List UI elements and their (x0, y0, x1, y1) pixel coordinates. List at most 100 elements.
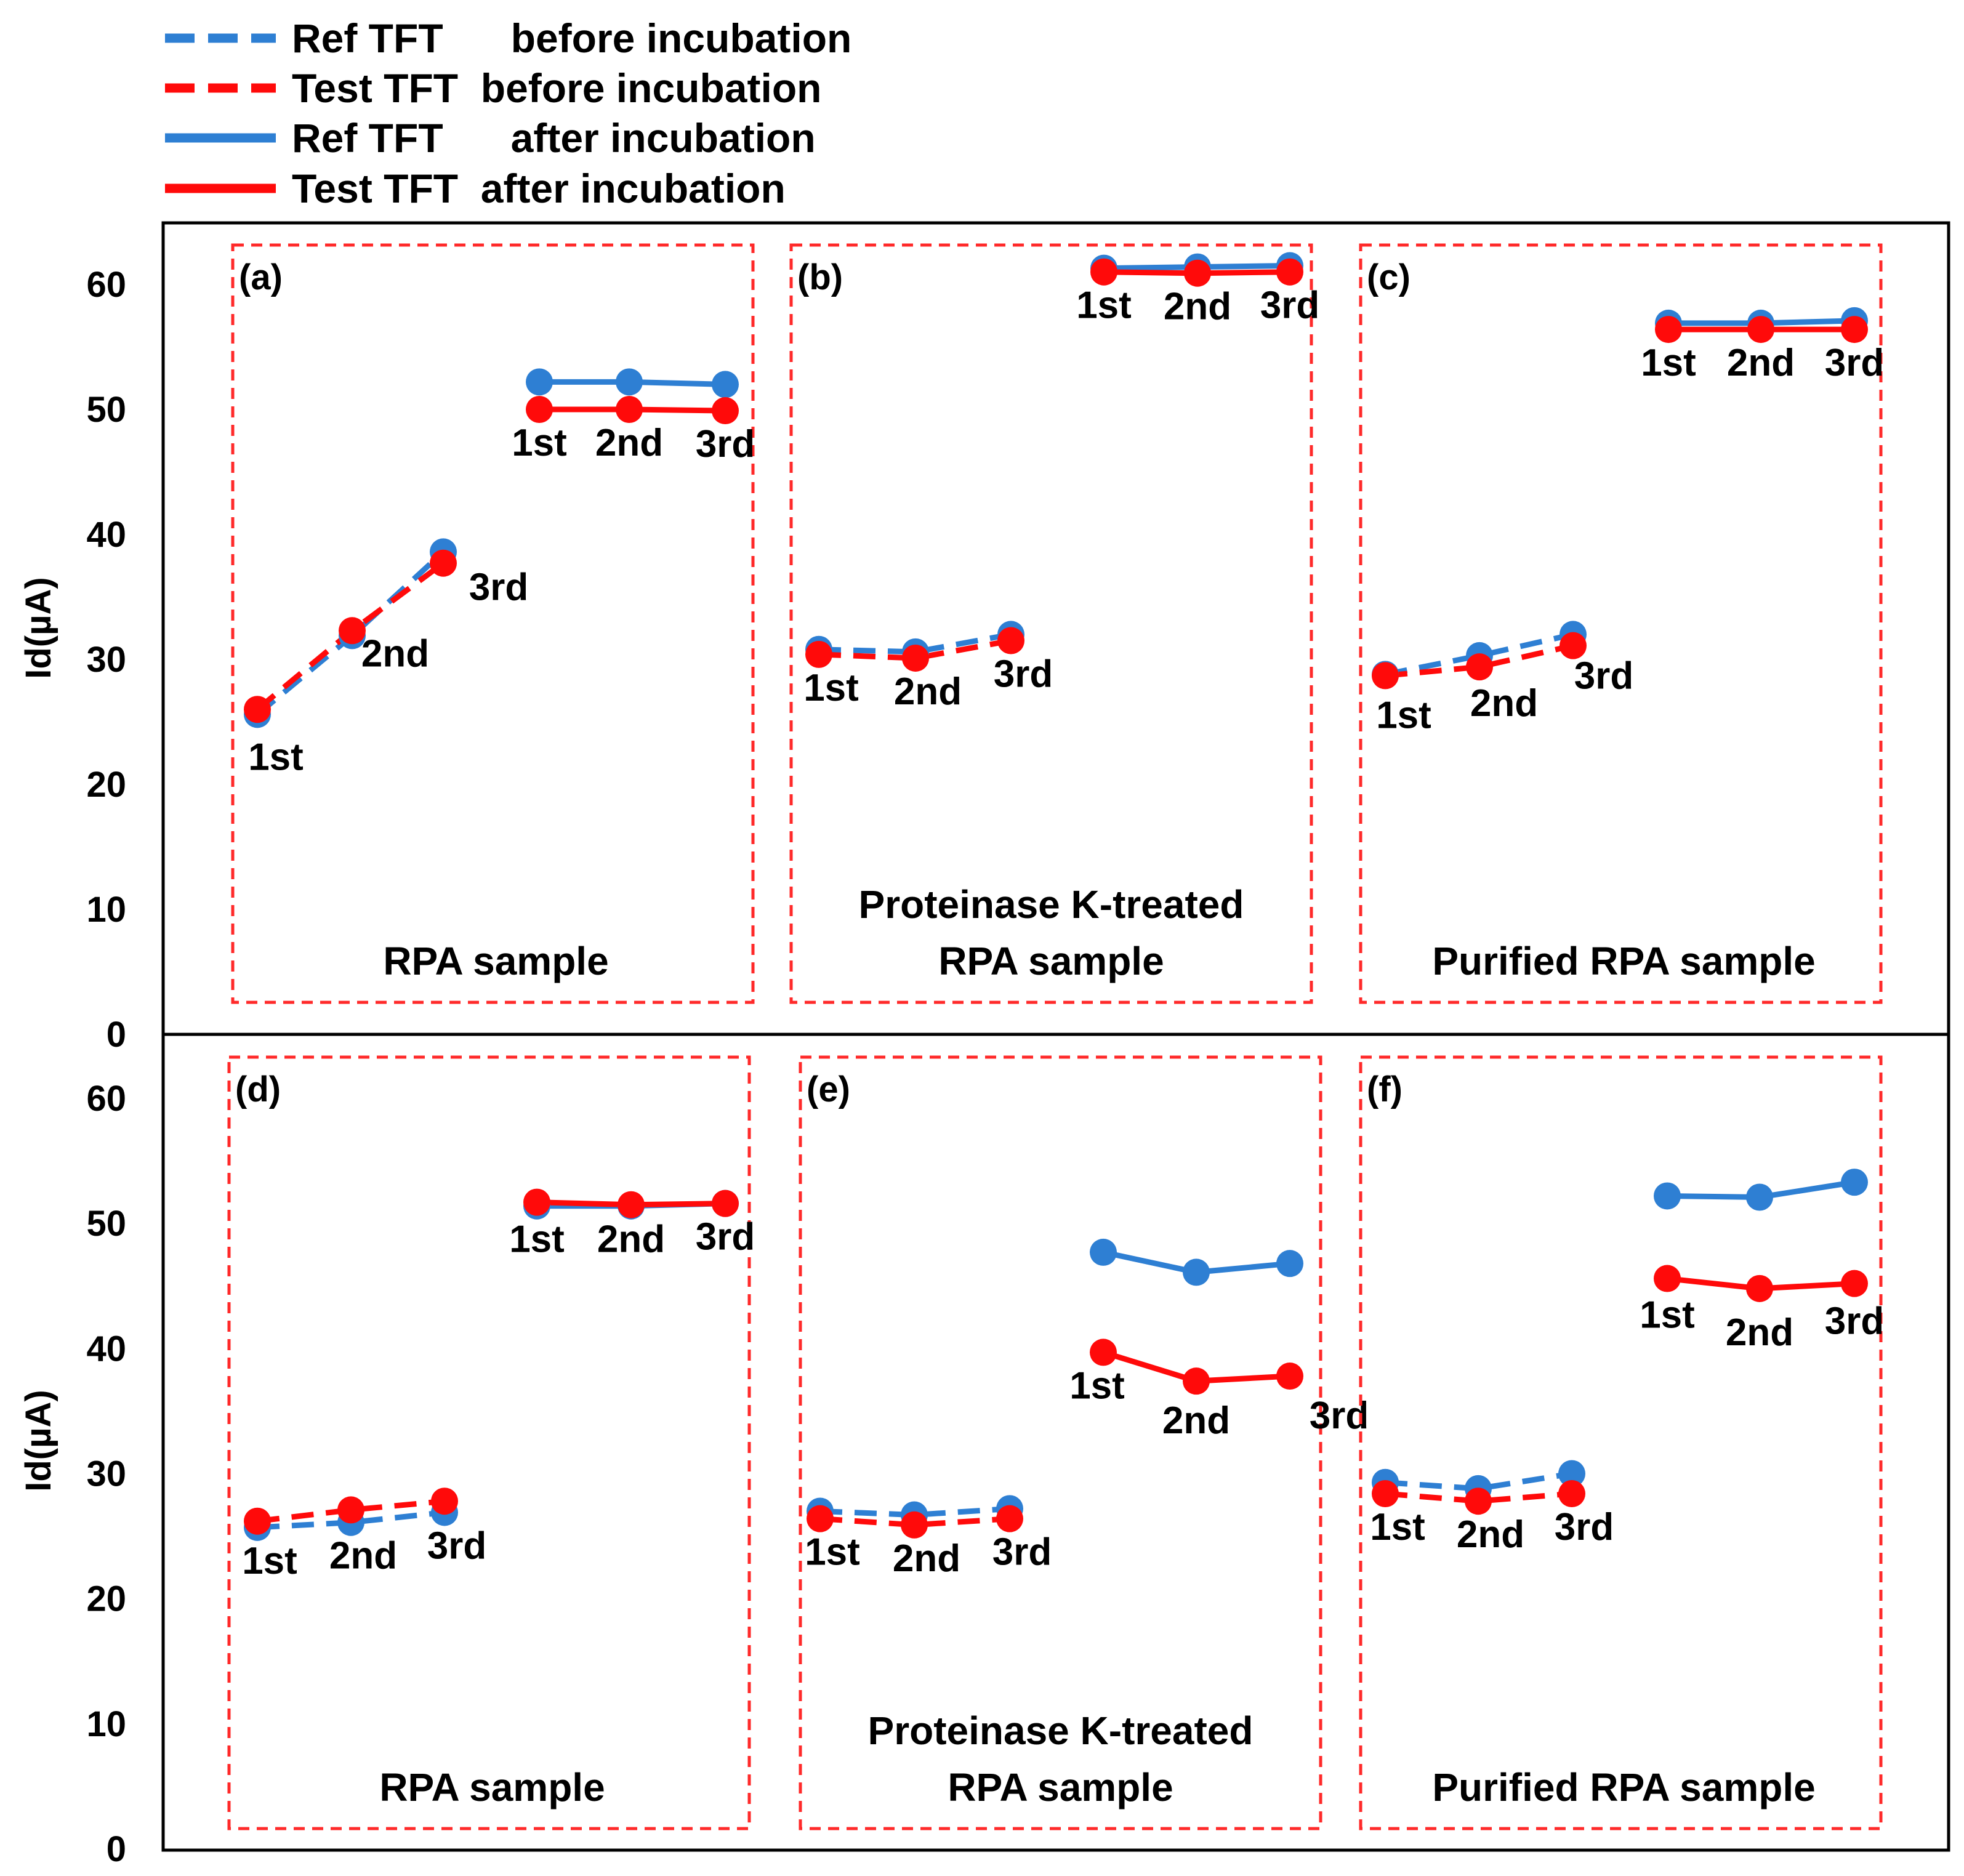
test-before-point (244, 1507, 271, 1535)
point-label: 3rd (1574, 655, 1633, 698)
y-tick-label: 0 (107, 1015, 126, 1055)
ref-after-point (1090, 1238, 1117, 1266)
test-after-point (526, 396, 553, 423)
point-label: 1st (1076, 284, 1132, 327)
panel-tag: (f) (1367, 1069, 1403, 1109)
panel: (c) Purified RPA sample 1st 2nd 3rd 1st 2nd 3rd (1359, 243, 1884, 1004)
panel-border (231, 243, 755, 1004)
panel: (e) Proteinase K-treated RPA sample 1st 2nd 3… (799, 1055, 1369, 1830)
y-axis-label: Id(µA) (18, 1390, 58, 1491)
y-axis-label: Id(µA) (18, 577, 58, 678)
point-label: 1st (248, 736, 304, 778)
test-before-point (1465, 1488, 1492, 1515)
ref-after-point (1276, 1250, 1303, 1278)
point-label: 2nd (1457, 1513, 1524, 1556)
point-label: 2nd (1470, 682, 1538, 725)
point-label: 3rd (1310, 1395, 1369, 1437)
point-label: 2nd (329, 1535, 397, 1577)
panel: (d) RPA sample 1st 2nd 3rd 1st 2nd 3rd (227, 1055, 755, 1830)
legend-label: Ref TFT after incubation (292, 115, 816, 161)
point-label: 2nd (1162, 1399, 1230, 1442)
point-label: 3rd (1555, 1506, 1614, 1548)
test-after-point (1183, 1367, 1210, 1395)
test-after-point (1276, 258, 1303, 286)
legend-label: Test TFT after incubation (292, 166, 786, 211)
test-after-point (618, 1191, 645, 1218)
point-label: 3rd (1825, 1300, 1884, 1343)
point-label: 1st (1376, 694, 1431, 736)
test-before-point (1466, 653, 1493, 681)
panel-caption: RPA sample (948, 1765, 1173, 1810)
panel-caption: RPA sample (383, 939, 608, 983)
point-label: 2nd (597, 1218, 665, 1261)
panel-caption: Proteinase K-treated (859, 882, 1244, 927)
panel-caption: Purified RPA sample (1432, 1765, 1815, 1810)
panel-tag: (a) (239, 257, 283, 297)
test-before-point (902, 644, 929, 672)
y-tick-label: 30 (86, 640, 126, 680)
y-tick-label: 10 (86, 890, 126, 930)
ref-before-line (257, 1510, 445, 1531)
test-before-point (1372, 1480, 1399, 1508)
ref-after-point (526, 368, 553, 396)
y-tick-label: 30 (86, 1454, 126, 1494)
test-after-point (1841, 1270, 1868, 1297)
point-label: 3rd (1825, 342, 1884, 384)
test-before-point (430, 549, 457, 577)
legend-item: Ref TFT before incubation (165, 15, 851, 61)
panel-tag: (d) (235, 1069, 281, 1109)
point-label: 1st (1640, 1294, 1695, 1337)
test-after-point (523, 1188, 550, 1216)
ref-after-point (1183, 1258, 1210, 1286)
ref-before-line (1385, 632, 1574, 677)
test-before-point (805, 640, 832, 668)
test-after-point (1746, 1274, 1773, 1302)
panel-tag: (e) (807, 1069, 850, 1109)
test-before-point (996, 1505, 1023, 1532)
legend-label: Test TFT before incubation (292, 65, 821, 111)
test-before-point (1372, 662, 1399, 690)
test-before-line (819, 1516, 1010, 1528)
ref-before-line (1385, 1471, 1572, 1492)
point-label: 2nd (1727, 342, 1795, 384)
y-tick-label: 0 (107, 1829, 126, 1869)
point-label: 1st (805, 1531, 860, 1574)
test-before-point (339, 617, 366, 645)
point-label: 2nd (894, 670, 962, 713)
legend-item: Test TFT after incubation (165, 166, 786, 211)
panel-tag: (b) (797, 257, 843, 297)
point-label: 3rd (1260, 284, 1319, 327)
ref-after-point (712, 371, 739, 398)
test-before-line (1385, 1491, 1572, 1504)
test-before-point (244, 696, 271, 723)
point-label: 3rd (469, 566, 528, 609)
test-after-point (1747, 316, 1774, 344)
point-label: 2nd (1164, 286, 1231, 328)
panel-caption: RPA sample (379, 1765, 605, 1810)
legend-item: Test TFT before incubation (165, 65, 821, 111)
point-label: 1st (1370, 1506, 1425, 1548)
point-label: 1st (1069, 1364, 1125, 1407)
test-after-point (1090, 258, 1117, 286)
ref-before-line (819, 1505, 1010, 1518)
panel: (f) Purified RPA sample 1st 2nd 3rd 1st 2nd 3rd (1359, 1055, 1884, 1830)
y-tick-label: 60 (86, 265, 126, 305)
test-before-point (431, 1488, 458, 1515)
y-tick-label: 50 (86, 390, 126, 430)
ref-after-point (1654, 1182, 1681, 1210)
point-label: 3rd (994, 653, 1053, 696)
y-tick-label: 50 (86, 1204, 126, 1244)
point-label: 1st (512, 422, 567, 464)
y-tick-label: 20 (86, 765, 126, 805)
panel: (b) Proteinase K-treated RPA sample 1st 2nd 3… (789, 243, 1319, 1004)
point-label: 3rd (696, 423, 755, 465)
test-before-point (1558, 1480, 1585, 1508)
test-after-point (1655, 316, 1682, 344)
test-before-point (901, 1511, 928, 1539)
panel-caption: Proteinase K-treated (868, 1709, 1254, 1753)
point-label: 3rd (696, 1216, 755, 1258)
point-label: 1st (242, 1540, 297, 1582)
point-label: 2nd (595, 422, 663, 464)
panel-tag: (c) (1367, 257, 1411, 297)
